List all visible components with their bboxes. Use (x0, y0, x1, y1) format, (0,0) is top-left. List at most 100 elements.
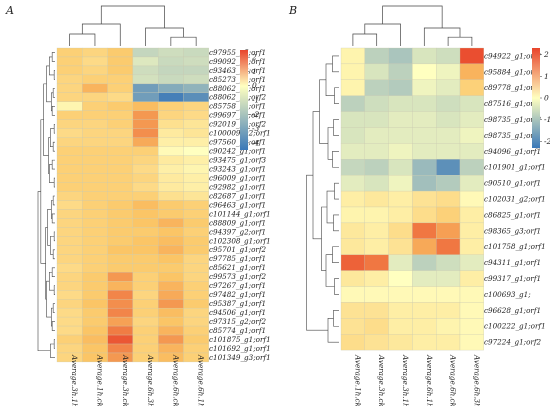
row-label-a: c82687_g1;orf1 (209, 191, 266, 200)
heatmap-cell-a-25-3 (132, 272, 159, 282)
heatmap-cell-a-20-5 (183, 227, 209, 237)
heatmap-cell-a-8-5 (183, 119, 209, 129)
heatmap-cell-a-14-0 (56, 173, 83, 183)
row-label-b: c100693_g1; (484, 290, 531, 299)
heatmap-cell-a-32-2 (107, 334, 134, 345)
column-label-a: Average.1h.ck (95, 354, 104, 406)
row-label-a: c99697_g1;orf1 (209, 111, 266, 120)
heatmap-cell-a-24-3 (132, 263, 159, 273)
heatmap-cell-a-6-4 (158, 101, 184, 111)
heatmap-cell-b-2-4 (436, 79, 461, 96)
heatmap-cell-a-11-4 (158, 146, 184, 156)
heatmap-cell-a-3-0 (56, 74, 83, 85)
heatmap-cell-a-12-3 (132, 155, 159, 165)
heatmap-cell-a-0-1 (82, 47, 108, 58)
heatmap-cell-a-16-1 (82, 191, 108, 201)
heatmap-cell-a-27-0 (56, 290, 83, 300)
row-label-b: c97224_g1;orf2 (484, 338, 542, 347)
heatmap-cell-a-28-5 (183, 299, 209, 309)
heatmap-cell-a-2-5 (183, 65, 209, 76)
heatmap-cell-a-30-3 (132, 316, 159, 327)
row-label-a: c97785_g1;orf1 (209, 254, 266, 263)
heatmap-cell-a-15-5 (183, 182, 209, 192)
heatmap-cell-a-24-0 (56, 263, 83, 273)
column-label-a: Average.6h.1h (197, 354, 206, 406)
heatmap-cell-a-16-5 (183, 191, 209, 201)
row-dendrogram-a (37, 52, 55, 358)
heatmap-cell-a-10-1 (82, 137, 108, 147)
heatmap-cell-a-4-1 (82, 83, 108, 93)
heatmap-cell-b-13-5 (459, 254, 484, 271)
heatmap-cell-a-9-2 (107, 128, 134, 138)
heatmap-cell-a-32-4 (158, 334, 184, 345)
heatmap-cell-b-16-1 (364, 302, 389, 319)
heatmap-cell-a-27-5 (183, 290, 209, 300)
heatmap-cell-b-3-0 (340, 95, 365, 112)
heatmap-cell-a-27-4 (158, 290, 184, 300)
column-label-a: Average.3h.ck (121, 354, 130, 406)
heatmap-cell-a-3-3 (132, 74, 159, 85)
heatmap-cell-b-9-0 (340, 190, 365, 208)
heatmap-cell-a-8-2 (107, 119, 134, 129)
heatmap-cell-b-1-0 (340, 63, 365, 80)
heatmap-cell-b-13-3 (412, 254, 437, 271)
row-label-a: c85758_g1;orf1 (209, 102, 266, 111)
heatmap-cell-a-31-0 (56, 325, 83, 336)
heatmap-cell-b-13-1 (364, 254, 389, 271)
heatmap-cell-a-8-1 (82, 119, 108, 129)
heatmap-cell-b-12-0 (340, 238, 365, 255)
heatmap-cell-a-3-5 (183, 74, 209, 85)
heatmap-cell-b-3-2 (388, 95, 413, 112)
heatmap-cell-b-17-2 (388, 318, 413, 335)
column-label-b: Average.6h.1h (425, 354, 434, 406)
heatmap-cell-b-18-3 (412, 334, 437, 351)
heatmap-cell-b-17-0 (340, 318, 365, 335)
legend-colorbar-b (532, 48, 540, 148)
row-label-a: c95387_g1;orf1 (209, 299, 266, 308)
heatmap-cell-b-0-5 (459, 47, 484, 65)
column-dendrogram-b (352, 5, 473, 46)
row-label-a: c96009_g1;orf1 (209, 173, 266, 182)
heatmap-cell-b-9-2 (388, 190, 413, 208)
heatmap-cell-a-16-2 (107, 191, 134, 201)
heatmap-cell-b-6-5 (459, 143, 484, 160)
heatmap-cell-b-12-4 (436, 238, 461, 255)
row-dendrogram-b (306, 55, 339, 343)
heatmap-cell-a-23-5 (183, 254, 209, 264)
heatmap-cell-a-23-2 (107, 254, 134, 264)
heatmap-cell-a-20-1 (82, 227, 108, 237)
heatmap-cell-a-32-1 (82, 334, 108, 345)
heatmap-cell-b-10-0 (340, 206, 365, 224)
heatmap-cell-b-7-4 (436, 159, 461, 176)
heatmap-cell-b-1-1 (364, 63, 389, 80)
row-label-a: c96463_g1;orf1 (209, 200, 266, 209)
heatmap-cell-b-2-1 (364, 79, 389, 96)
heatmap-cell-b-14-1 (364, 270, 389, 287)
heatmap-cell-a-19-1 (82, 218, 108, 228)
heatmap-cell-a-7-5 (183, 110, 209, 120)
heatmap-cell-a-32-3 (132, 334, 159, 345)
heatmap-cell-a-13-3 (132, 164, 159, 174)
column-label-b: Average.6h.3h (472, 354, 481, 406)
heatmap-cell-a-0-3 (132, 47, 159, 58)
heatmap-cell-b-14-2 (388, 270, 413, 287)
heatmap-cell-a-25-2 (107, 272, 134, 282)
heatmap-cell-b-6-0 (340, 143, 365, 160)
heatmap-cell-a-17-5 (183, 200, 209, 210)
heatmap-cell-a-2-4 (158, 65, 184, 76)
heatmap-cell-b-13-4 (436, 254, 461, 271)
heatmap-cell-b-8-0 (340, 175, 365, 192)
heatmap-cell-b-10-2 (388, 206, 413, 224)
heatmap-cell-a-19-4 (158, 218, 184, 228)
row-label-a: c88809_g1;orf1 (209, 218, 266, 227)
heatmap-cell-a-5-3 (132, 92, 159, 102)
heatmap-cell-b-12-3 (412, 238, 437, 255)
heatmap-cell-b-5-3 (412, 127, 437, 144)
heatmap-cell-a-13-5 (183, 164, 209, 174)
heatmap-cell-a-31-4 (158, 325, 184, 336)
heatmap-cell-a-19-2 (107, 218, 134, 228)
heatmap-cell-b-16-3 (412, 302, 437, 319)
legend-tick-label-a: -4 (252, 138, 260, 147)
legend-tick-label-a: 0 (252, 81, 257, 90)
heatmap-cell-b-15-2 (388, 286, 413, 303)
